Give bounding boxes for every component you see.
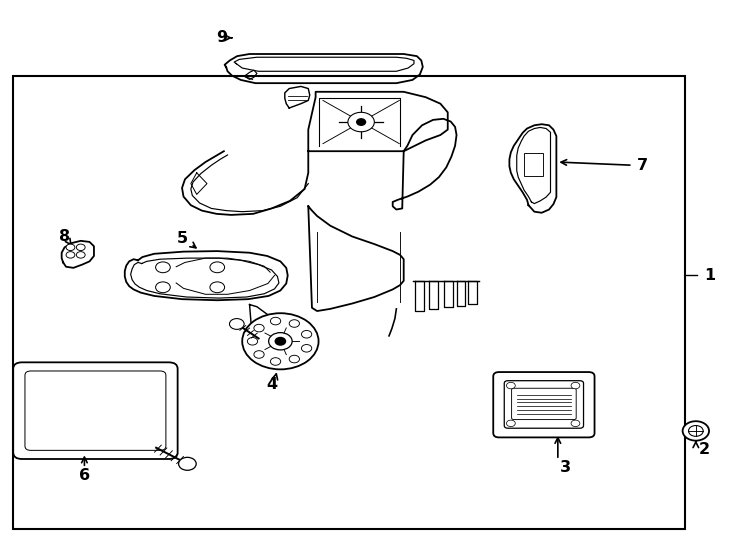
- Text: 1: 1: [705, 268, 716, 283]
- FancyBboxPatch shape: [493, 372, 595, 437]
- Circle shape: [688, 426, 703, 436]
- Circle shape: [683, 421, 709, 441]
- Circle shape: [66, 244, 75, 251]
- Bar: [13, 76, 685, 529]
- Text: 3: 3: [559, 460, 571, 475]
- Circle shape: [230, 319, 244, 329]
- Circle shape: [247, 338, 258, 345]
- Circle shape: [210, 262, 225, 273]
- FancyBboxPatch shape: [25, 371, 166, 450]
- Circle shape: [242, 313, 319, 369]
- FancyBboxPatch shape: [13, 362, 178, 459]
- Circle shape: [348, 112, 374, 132]
- FancyBboxPatch shape: [512, 388, 576, 420]
- Text: 6: 6: [79, 468, 90, 483]
- Circle shape: [506, 382, 515, 389]
- Text: 5: 5: [176, 231, 188, 246]
- Circle shape: [275, 338, 286, 345]
- Circle shape: [270, 357, 280, 365]
- Circle shape: [289, 355, 299, 363]
- Circle shape: [270, 318, 280, 325]
- Circle shape: [571, 420, 580, 427]
- Circle shape: [357, 119, 366, 125]
- Text: 2: 2: [699, 442, 711, 457]
- Circle shape: [156, 262, 170, 273]
- Circle shape: [254, 350, 264, 358]
- Text: 4: 4: [266, 377, 277, 392]
- Circle shape: [66, 252, 75, 258]
- Text: 8: 8: [59, 229, 70, 244]
- Circle shape: [210, 282, 225, 293]
- Bar: [524, 153, 543, 176]
- Circle shape: [156, 282, 170, 293]
- Circle shape: [302, 345, 312, 352]
- Circle shape: [571, 382, 580, 389]
- Circle shape: [76, 244, 85, 251]
- FancyBboxPatch shape: [504, 381, 584, 428]
- Circle shape: [178, 457, 196, 470]
- Text: 7: 7: [636, 158, 648, 173]
- Circle shape: [506, 420, 515, 427]
- Circle shape: [302, 330, 312, 338]
- Text: 9: 9: [216, 30, 228, 45]
- Circle shape: [76, 252, 85, 258]
- Circle shape: [269, 333, 292, 350]
- Circle shape: [289, 320, 299, 327]
- Circle shape: [254, 325, 264, 332]
